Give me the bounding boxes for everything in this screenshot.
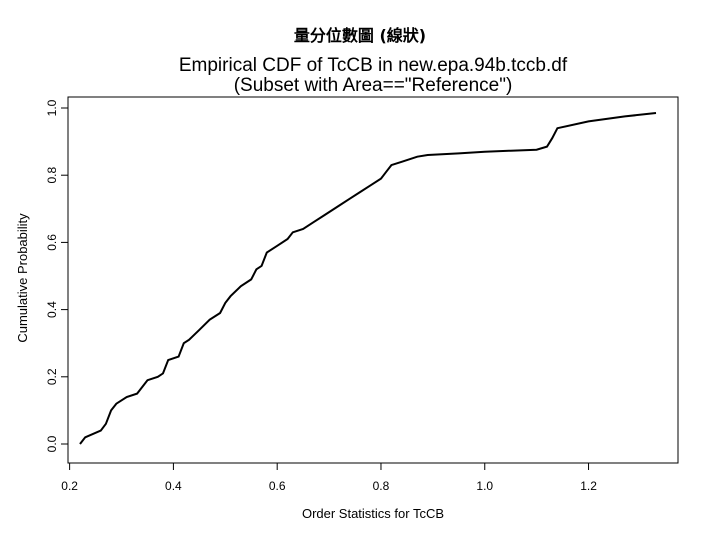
chart-subtitle: (Subset with Area=="Reference") — [234, 75, 513, 96]
x-tick-label: 0.4 — [165, 479, 182, 493]
x-tick-label: 0.8 — [373, 479, 390, 493]
x-tick-label: 0.6 — [269, 479, 286, 493]
y-tick-label: 0.0 — [45, 435, 59, 452]
y-tick-label: 0.4 — [45, 301, 59, 318]
x-axis: 0.2 0.4 0.6 0.8 1.0 1.2 — [61, 462, 597, 493]
y-tick-label: 1.0 — [45, 99, 59, 116]
cdf-line — [79, 112, 657, 445]
x-tick-label: 1.2 — [580, 479, 597, 493]
plot-frame — [67, 96, 679, 464]
y-axis-label: Cumulative Probability — [15, 213, 30, 343]
y-tick-label: 0.8 — [45, 167, 59, 184]
y-axis: 0.0 0.2 0.4 0.6 0.8 1.0 — [45, 99, 69, 452]
x-tick-label: 1.0 — [476, 479, 493, 493]
chart-title: Empirical CDF of TcCB in new.epa.94b.tcc… — [179, 55, 568, 76]
x-tick-label: 0.2 — [61, 479, 78, 493]
y-tick-label: 0.2 — [45, 368, 59, 385]
x-axis-label: Order Statistics for TcCB — [302, 506, 444, 521]
slide-title: 量分位數圖 (線狀) — [293, 26, 427, 45]
y-tick-label: 0.6 — [45, 234, 59, 251]
